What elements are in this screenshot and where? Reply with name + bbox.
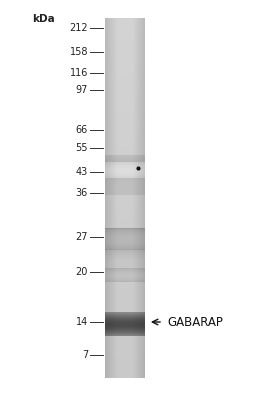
Text: 43: 43 [76, 167, 88, 177]
Text: 20: 20 [76, 267, 88, 277]
Text: 55: 55 [75, 143, 88, 153]
Text: 7: 7 [82, 350, 88, 360]
Text: 212: 212 [69, 23, 88, 33]
Text: 36: 36 [76, 188, 88, 198]
Text: 97: 97 [76, 85, 88, 95]
Text: 27: 27 [75, 232, 88, 242]
Text: kDa: kDa [32, 14, 55, 24]
Text: 14: 14 [76, 317, 88, 327]
Text: GABARAP: GABARAP [167, 316, 223, 328]
Text: 66: 66 [76, 125, 88, 135]
Text: 158: 158 [69, 47, 88, 57]
Text: 116: 116 [70, 68, 88, 78]
